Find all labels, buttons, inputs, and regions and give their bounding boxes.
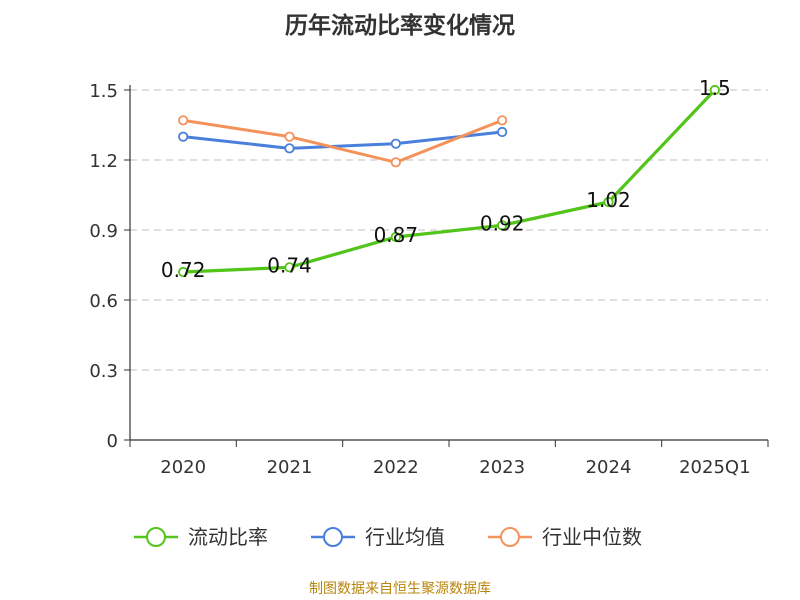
series-line-0 [183,88,716,274]
label-layer: 0.72 0.74 0.87 0.92 1.02 1.5 [161,76,731,282]
y-tick-label: 0.9 [89,221,118,242]
data-label: 0.92 [480,211,525,235]
x-tick-label: 2022 [373,457,419,478]
legend-label: 流动比率 [188,525,268,549]
y-tick-label: 1.5 [89,81,118,102]
series-line-1 [183,130,503,150]
y-tick-label: 1.2 [89,151,118,172]
source-note: 制图数据来自恒生聚源数据库 [309,581,491,597]
data-label: 0.87 [374,223,419,247]
x-tick-label: 2021 [267,457,313,478]
data-label: 1.02 [586,188,631,212]
data-point [390,138,401,149]
series-layer [178,84,720,278]
data-point [603,196,614,208]
x-tick-label: 2023 [479,457,525,478]
x-tick-label: 2025Q1 [679,457,750,478]
data-point [497,220,508,231]
data-point [497,126,508,138]
data-label: 0.74 [267,253,312,277]
y-tick-label: 0.3 [89,361,118,382]
data-point [178,131,189,142]
legend-swatch-marker [146,527,166,547]
data-point [284,143,295,154]
legend-label: 行业均值 [365,525,445,549]
data-point [178,115,189,126]
series-line-2 [182,118,503,164]
legend-swatch-marker [500,527,520,547]
x-tick-label: 2020 [160,457,206,478]
chart-title: 历年流动比率变化情况 [285,13,515,39]
data-point [284,131,295,142]
data-label: 1.5 [699,76,731,100]
data-point [178,266,189,278]
legend-label: 行业中位数 [542,525,642,549]
legend-swatch-marker [323,527,343,547]
data-label: 0.72 [161,258,206,282]
data-point [284,262,295,273]
data-point [709,84,720,96]
data-point [390,157,401,168]
axis-layer: 0 0.3 0.6 0.9 1.2 1.5 2020 2021 2022 2023 2024 2025… [89,81,769,478]
legend: 流动比率 行业均值 行业中位数 [134,525,642,549]
y-tick-label: 0.6 [89,291,118,312]
x-tick-label: 2024 [586,457,632,478]
data-point [497,115,508,126]
y-tick-label: 0 [107,431,118,452]
data-point [390,231,401,243]
